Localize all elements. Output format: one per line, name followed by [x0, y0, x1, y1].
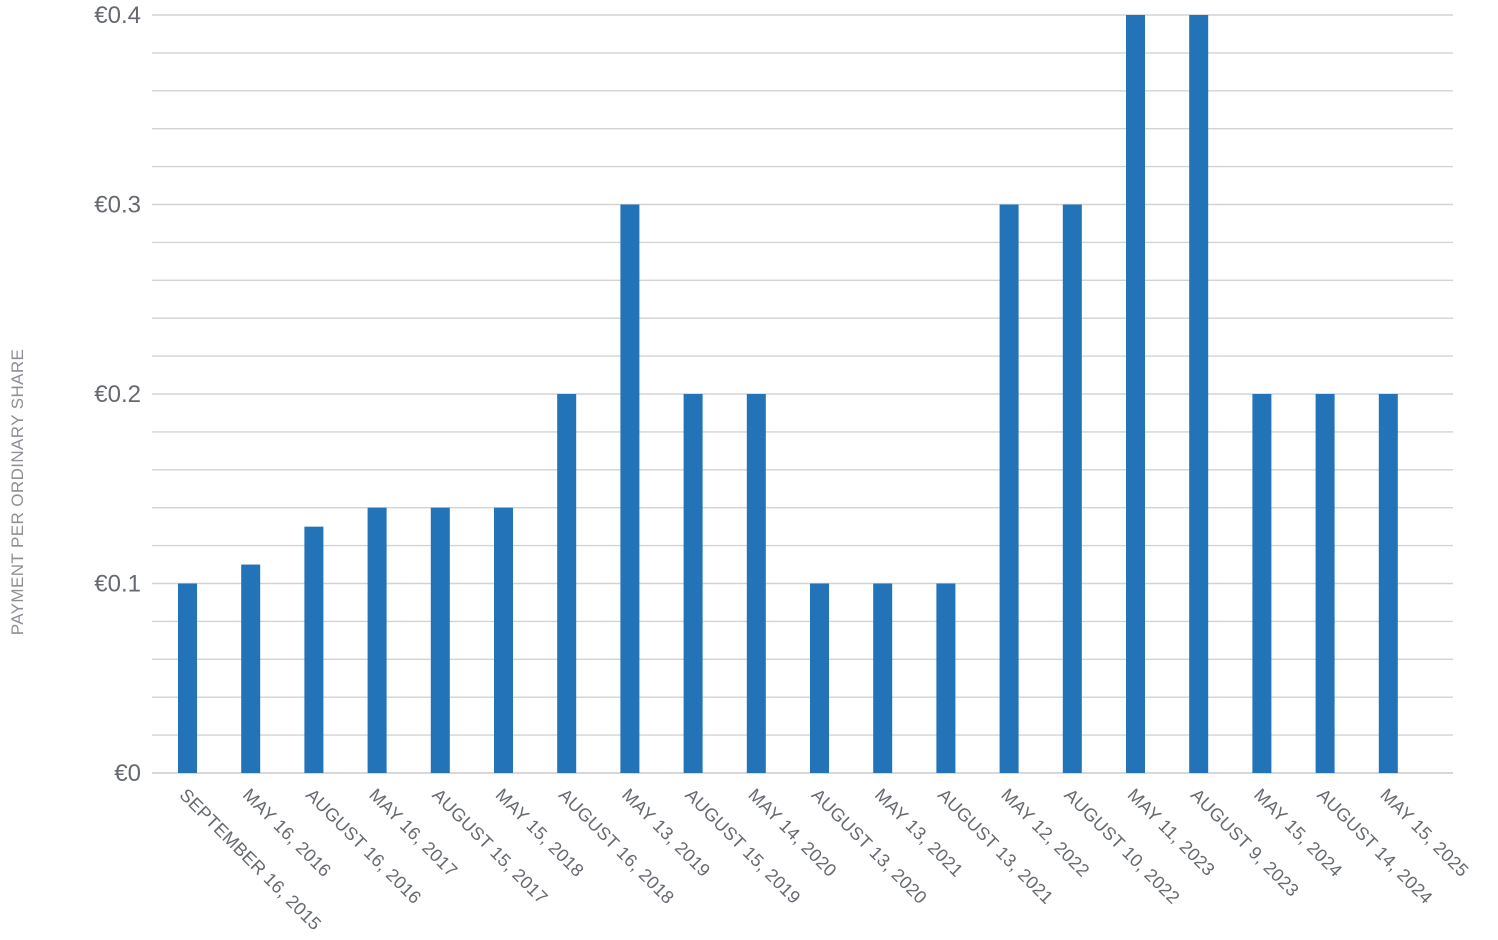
- y-tick-label: €0.4: [94, 2, 141, 29]
- x-tick-label: AUGUST 15, 2017: [428, 785, 551, 908]
- y-tick-label: €0.1: [94, 571, 141, 598]
- bar: [746, 394, 766, 773]
- y-axis-ticks: €0 €0.1 €0.2 €0.3 €0.4: [94, 2, 141, 787]
- bar: [620, 204, 640, 773]
- y-tick-label: €0.3: [94, 192, 141, 219]
- x-tick-label: AUGUST 16, 2016: [302, 785, 425, 908]
- x-tick-label: AUGUST 13, 2020: [808, 785, 931, 908]
- bar: [178, 583, 197, 773]
- bars: [178, 15, 1398, 773]
- bar: [494, 507, 513, 773]
- x-tick-label: AUGUST 9, 2023: [1187, 785, 1303, 901]
- bar: [1378, 394, 1398, 773]
- bar: [936, 583, 956, 773]
- bar: [999, 204, 1019, 773]
- x-tick-label: AUGUST 10, 2022: [1060, 785, 1183, 908]
- bar: [810, 583, 829, 773]
- x-tick-label: AUGUST 13, 2021: [934, 785, 1057, 908]
- bar: [1252, 394, 1272, 773]
- bar: [1062, 204, 1082, 773]
- bar: [304, 526, 324, 773]
- y-tick-label: €0: [114, 760, 141, 787]
- x-tick-label: AUGUST 14, 2024: [1313, 785, 1436, 908]
- bar: [1189, 15, 1209, 773]
- bar: [557, 394, 577, 773]
- bar: [873, 583, 893, 773]
- bar: [430, 507, 450, 773]
- x-tick-label: AUGUST 16, 2018: [555, 785, 678, 908]
- bar: [1315, 394, 1335, 773]
- x-tick-label: AUGUST 15, 2019: [681, 785, 804, 908]
- y-tick-label: €0.2: [94, 381, 141, 408]
- bar: [241, 564, 261, 773]
- bar: [367, 507, 387, 773]
- bar: [683, 394, 703, 773]
- bar: [1126, 15, 1145, 773]
- y-axis-label: PAYMENT PER ORDINARY SHARE: [8, 349, 27, 636]
